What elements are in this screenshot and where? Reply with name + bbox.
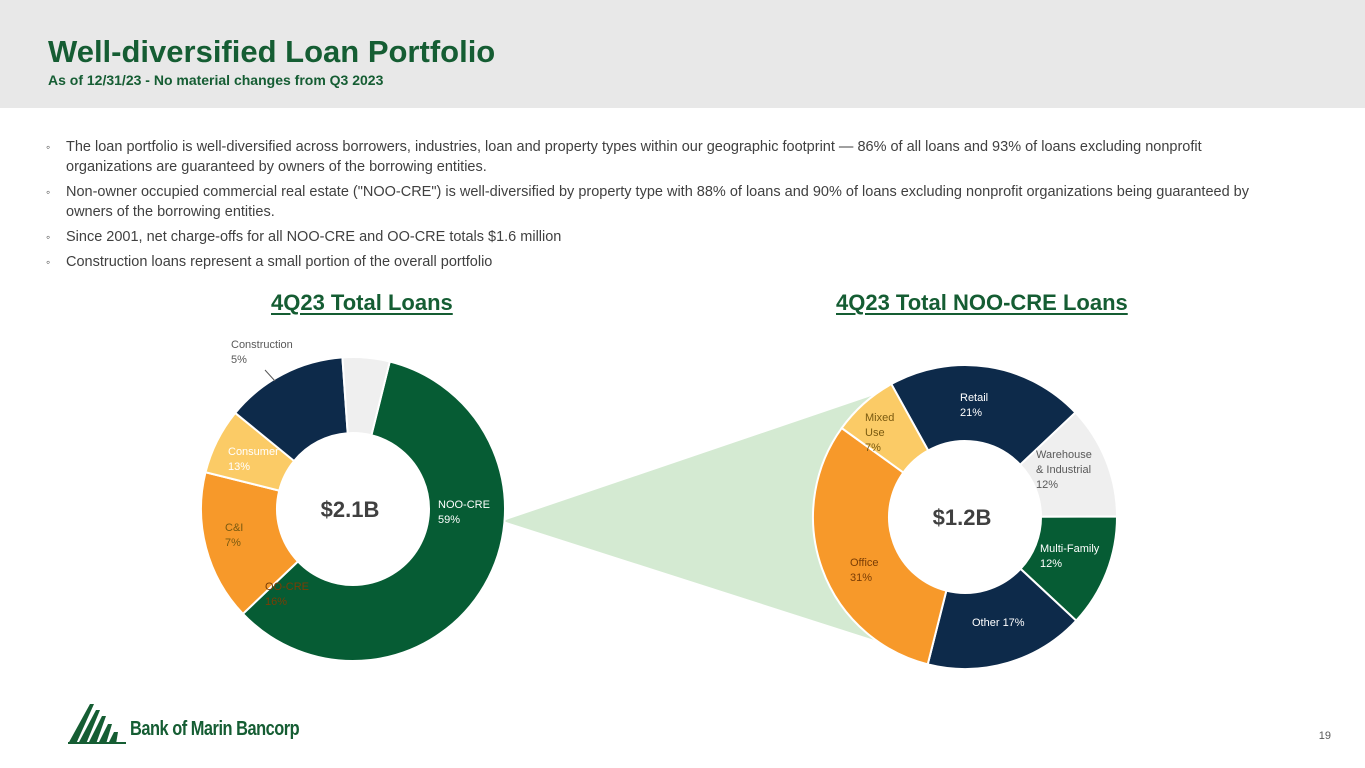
slice-label-value: 16% (265, 596, 287, 608)
slice-retail (889, 364, 1077, 467)
slice-label-value: 12% (1036, 479, 1058, 491)
slice-label-value: 12% (1040, 558, 1062, 570)
slice-label-text: Use (865, 427, 885, 439)
bank-logo-icon (68, 704, 126, 744)
slice-c-i (204, 411, 296, 492)
slice-mixed-use (840, 382, 930, 474)
bullet-marker: ◦ (46, 255, 51, 269)
slice-label-value: 5% (231, 354, 247, 366)
slice-other (926, 567, 1078, 670)
slice-consumer (233, 356, 349, 463)
slice-multi-family (1019, 515, 1119, 623)
slice-label-text: & Industrial (1036, 464, 1091, 476)
slice-label-text: C&I (225, 522, 243, 534)
slice-label-text: Consumer (228, 446, 279, 458)
slice-label-text: NOO-CRE (438, 499, 490, 511)
slice-label-oo-cre: OO-CRE 16% (265, 581, 309, 608)
slice-label-text: Office (850, 557, 879, 569)
bullet-marker: ◦ (46, 185, 51, 199)
bullet-text: Construction loans represent a small por… (66, 254, 493, 270)
slice-label-value: 31% (850, 572, 872, 584)
bullet-item: ◦ The loan portfolio is well-diversified … (46, 137, 1276, 177)
total-loans-chart-title: 4Q23 Total Loans (271, 290, 453, 315)
slice-label-text: Other 17% (972, 617, 1025, 629)
slice-office (812, 426, 948, 666)
page-number: 19 (1318, 730, 1331, 742)
bullet-text: Non-owner occupied commercial real estat… (66, 184, 1249, 220)
slice-warehouse-industrial (1018, 411, 1119, 518)
slice-label-value: 7% (865, 442, 881, 454)
donut-center-label: $1.2B (933, 505, 992, 530)
slice-label-consumer: Consumer 13% (228, 446, 279, 473)
page-subtitle: As of 12/31/23 - No material changes fro… (48, 72, 384, 88)
bullet-marker: ◦ (46, 230, 51, 244)
slice-label-noo-cre: NOO-CRE 59% (438, 499, 490, 526)
slice-noo-cre (241, 360, 506, 662)
bullet-item: ◦ Construction loans represent a small po… (46, 252, 1276, 272)
total-loans-donut: NOO-CRE 59% OO-CRE 16% C&I 7% Consumer 13% Const… (200, 339, 506, 662)
slice-label-construction: Construction 5% (231, 339, 293, 366)
page-title: Well-diversified Loan Portfolio (48, 34, 496, 69)
bullet-item: ◦ Since 2001, net charge-offs for all NOO… (46, 227, 1276, 247)
construction-leader-line (264, 369, 276, 382)
slice-label-value: 59% (438, 514, 460, 526)
noo-cre-donut: Retail 21%Warehouse & Industrial 12%Multi-F… (812, 364, 1119, 670)
slice-label-text: Warehouse (1036, 449, 1092, 461)
slice-label-retail: Retail 21% (960, 392, 988, 419)
slice-label-value: 21% (960, 407, 982, 419)
noo-cre-chart-title: 4Q23 Total NOO-CRE Loans (836, 290, 1128, 315)
bank-logo-text: Bank of Marin Bancorp (130, 718, 300, 740)
bullet-text: Since 2001, net charge-offs for all NOO-… (66, 229, 562, 245)
header-band: Well-diversified Loan Portfolio As of 12… (0, 0, 1365, 108)
bullet-item: ◦ Non-owner occupied commercial real esta… (46, 182, 1276, 222)
slice-label-warehouse-industrial: Warehouse & Industrial 12% (1036, 449, 1092, 491)
bullet-marker: ◦ (46, 140, 51, 154)
slice-label-multi-family: Multi-Family 12% (1040, 543, 1100, 570)
slice-label-text: Retail (960, 392, 988, 404)
bullet-text: The loan portfolio is well-diversified a… (66, 139, 1202, 175)
slice-label-text: OO-CRE (265, 581, 309, 593)
bullet-list: ◦ The loan portfolio is well-diversified … (46, 137, 1276, 277)
slice-label-value: 7% (225, 537, 241, 549)
slice-label-text: Construction (231, 339, 293, 351)
slice-label-office: Office 31% (850, 557, 879, 584)
slice-construction (341, 356, 391, 437)
slice-label-text: Mixed (865, 412, 894, 424)
slice-label-other: Other 17% (972, 617, 1025, 629)
slice-oo-cre (200, 471, 300, 616)
connector-band (503, 392, 890, 645)
slice-label-value: 13% (228, 461, 250, 473)
slice-label-mixed-use: Mixed Use 7% (865, 412, 894, 454)
slice-label-text: Multi-Family (1040, 543, 1100, 555)
slice-label-c-i: C&I 7% (225, 522, 243, 549)
donut-center-label: $2.1B (321, 497, 380, 522)
